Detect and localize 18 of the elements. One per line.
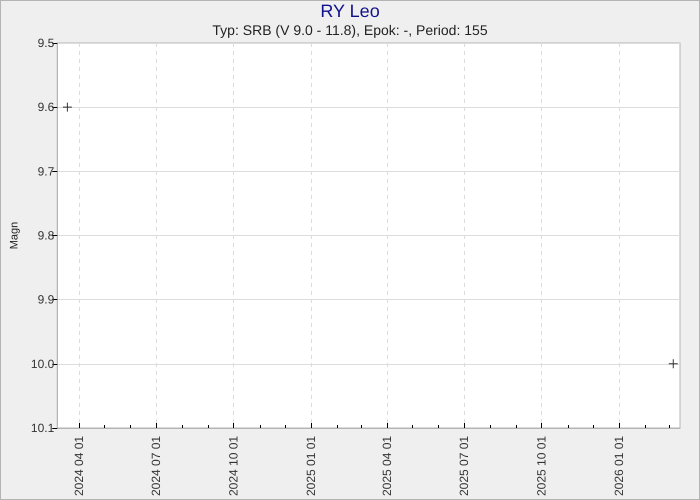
x-tick-label: 2024 04 01 [72, 436, 86, 496]
x-tick-label: 2024 07 01 [148, 436, 163, 496]
y-tick-label: 9.9 [38, 292, 55, 307]
y-tick-label: 10.0 [30, 356, 55, 371]
x-tick-label: 2025 10 01 [534, 436, 549, 496]
x-tick-label: 2025 04 01 [380, 436, 394, 496]
y-tick-label: 9.6 [38, 100, 55, 114]
chart-title: RY Leo [320, 1, 380, 21]
x-tick-label: 2024 10 01 [226, 436, 241, 496]
x-tick-label: 2025 01 01 [304, 436, 318, 496]
x-tick-label: 2026 01 01 [612, 436, 626, 496]
y-tick-label: 9.7 [38, 164, 55, 178]
y-axis-title: Magn [8, 222, 20, 250]
chart-subtitle: Typ: SRB (V 9.0 - 11.8), Epok: -, Period: 155 [212, 22, 488, 38]
x-tick-label: 2025 07 01 [456, 436, 471, 496]
y-tick-label: 9.8 [38, 228, 55, 242]
y-tick-label: 10.1 [30, 420, 55, 435]
y-tick-label: 9.5 [38, 36, 55, 50]
